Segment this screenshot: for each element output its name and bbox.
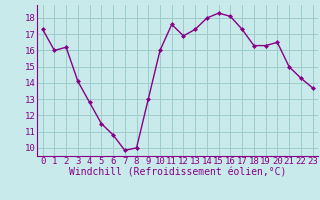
X-axis label: Windchill (Refroidissement éolien,°C): Windchill (Refroidissement éolien,°C)	[69, 168, 286, 178]
